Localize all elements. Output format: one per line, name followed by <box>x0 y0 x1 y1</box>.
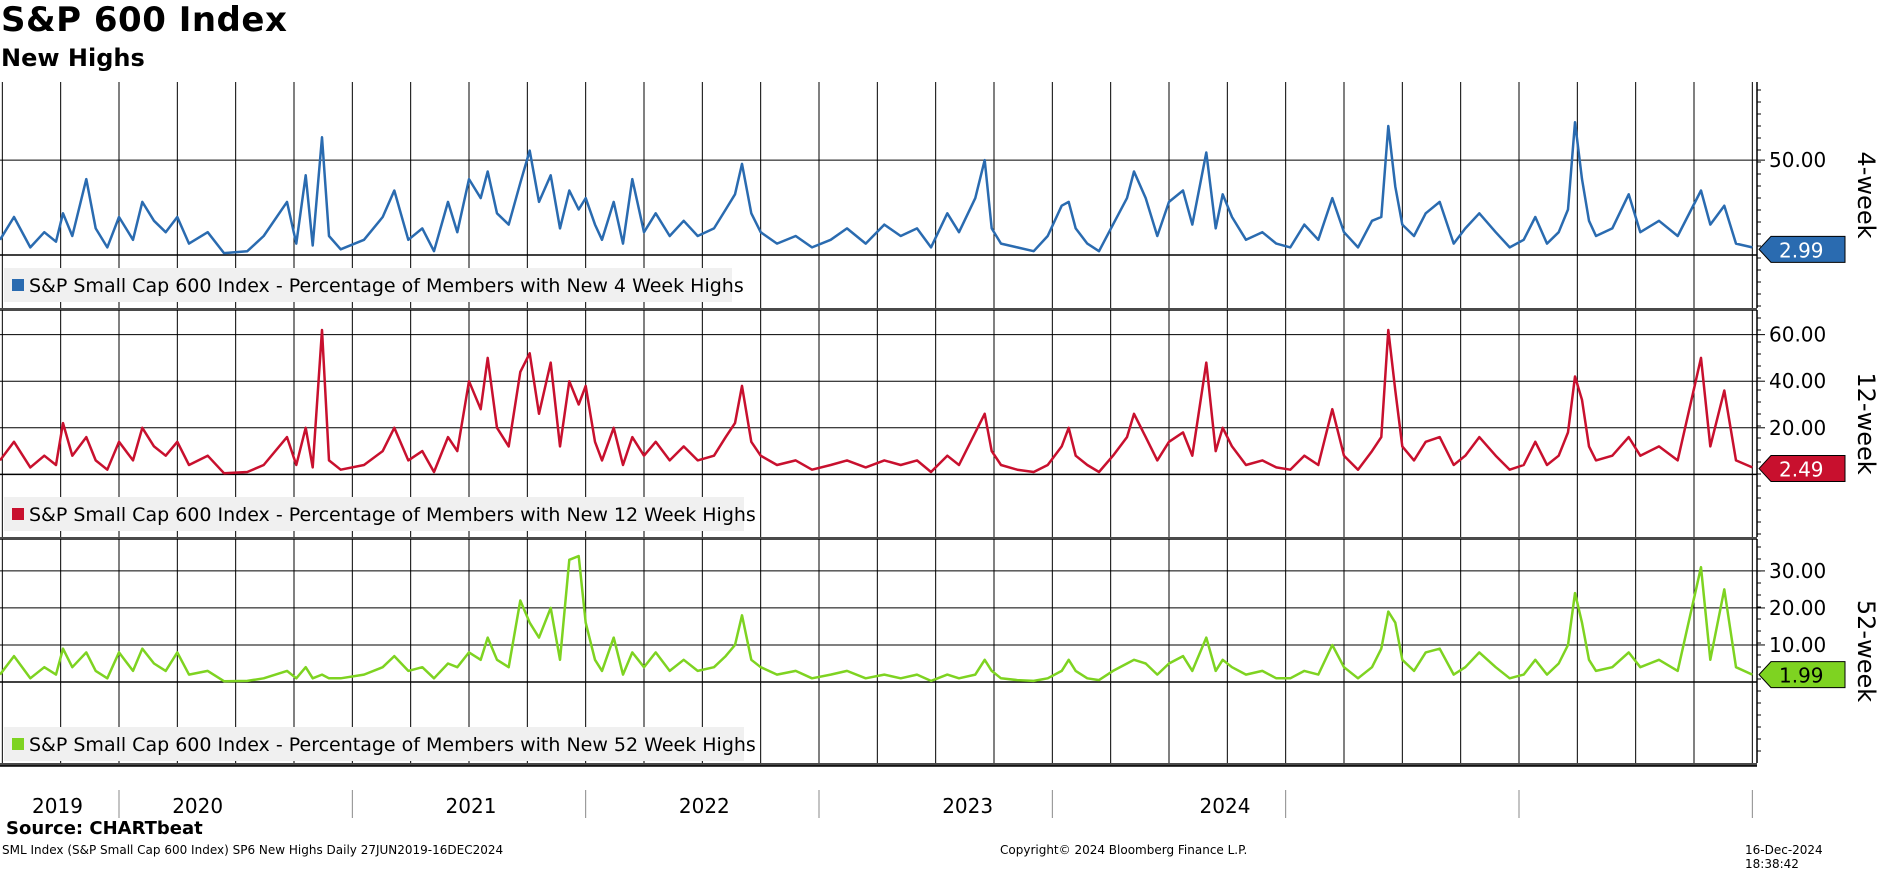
last-value-label: 1.99 <box>1779 664 1824 688</box>
x-tick-label: 2022 <box>679 794 730 818</box>
source-label: Source: CHARTbeat <box>6 818 203 839</box>
last-value-flag-12wk: 2.49 <box>1758 455 1846 483</box>
last-value-flag-shape <box>1758 455 1846 483</box>
footer-security-description: SML Index (S&P Small Cap 600 Index) SP6 … <box>2 843 504 857</box>
chart-subtitle: New Highs <box>1 44 145 72</box>
last-value-label: 2.99 <box>1779 238 1824 262</box>
last-value-flag-shape <box>1758 661 1846 689</box>
series-line-4wk <box>0 120 1753 255</box>
legend-box-12wk <box>4 497 744 531</box>
y-tick-label: 40.00 <box>1769 369 1826 393</box>
axis-title-4wk: 4-week <box>1852 152 1877 239</box>
last-value-flag-52wk: 1.99 <box>1758 661 1846 689</box>
panel-separator <box>0 308 1757 311</box>
x-tick-label: 2019 <box>32 794 83 818</box>
x-tick-label: 2023 <box>942 794 993 818</box>
last-value-flag-shape <box>1758 235 1846 263</box>
y-tick-label: 30.00 <box>1769 559 1826 583</box>
footer-timestamp: 16-Dec-2024 18:38:42 <box>1745 843 1823 871</box>
panel-separator <box>0 537 1757 540</box>
last-value-label: 2.49 <box>1779 458 1824 482</box>
legend-label-4wk: S&P Small Cap 600 Index - Percentage of … <box>29 275 744 297</box>
axis-title-12wk: 12-week <box>1852 372 1877 474</box>
panel-separator <box>0 763 1757 766</box>
y-tick-label: 60.00 <box>1769 323 1826 347</box>
series-line-12wk <box>0 328 1753 475</box>
series-line-52wk <box>0 554 1753 683</box>
legend-swatch-52wk <box>12 738 24 750</box>
y-tick-label: 50.00 <box>1769 148 1826 172</box>
y-tick-label: 20.00 <box>1769 416 1826 440</box>
y-tick-label: 10.00 <box>1769 633 1826 657</box>
legend-box-4wk <box>4 268 732 302</box>
y-tick-label: 20.00 <box>1769 596 1826 620</box>
legend-box-52wk <box>4 727 744 761</box>
x-tick-label: 2021 <box>446 794 497 818</box>
x-tick-label: 2024 <box>1200 794 1251 818</box>
legend-label-52wk: S&P Small Cap 600 Index - Percentage of … <box>29 734 756 756</box>
chart-title: S&P 600 Index <box>1 0 288 40</box>
legend-swatch-12wk <box>12 508 24 520</box>
legend-label-12wk: S&P Small Cap 600 Index - Percentage of … <box>29 504 756 526</box>
last-value-flag-4wk: 2.99 <box>1758 235 1846 263</box>
x-tick-label: 2020 <box>172 794 223 818</box>
footer-copyright: Copyright© 2024 Bloomberg Finance L.P. <box>1000 843 1248 857</box>
axis-title-52wk: 52-week <box>1852 600 1877 702</box>
legend-swatch-4wk <box>12 279 24 291</box>
